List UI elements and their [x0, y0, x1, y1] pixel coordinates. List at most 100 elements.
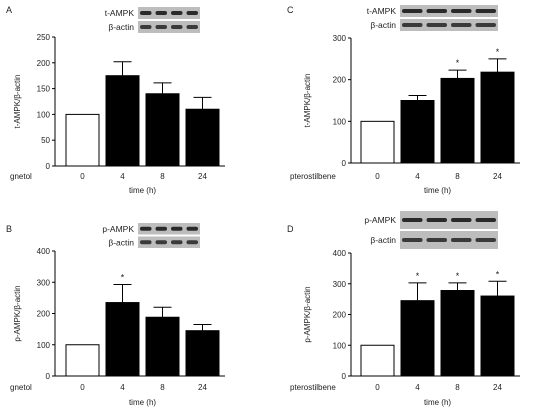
- y-axis-label: p-AMPK/β-actin: [13, 285, 22, 341]
- y-tick-label: 150: [37, 85, 51, 94]
- x-tick-label: 4: [415, 172, 420, 181]
- blot-band: [426, 23, 447, 27]
- y-tick-label: 100: [37, 341, 51, 350]
- significance-marker: *: [456, 58, 460, 68]
- y-tick-label: 0: [342, 372, 347, 381]
- bar-4: [105, 75, 140, 167]
- x-tick-label: 24: [198, 172, 207, 181]
- y-tick-label: 0: [46, 372, 51, 381]
- blot-label-loading-control: β-actin: [108, 22, 134, 32]
- y-axis-label: p-AMPK/β-actin: [303, 286, 312, 342]
- blot-band: [155, 240, 167, 245]
- y-tick-label: 300: [333, 280, 347, 289]
- blot-band: [451, 238, 472, 242]
- blot-band: [402, 23, 423, 27]
- y-tick-label: 50: [41, 136, 50, 145]
- x-axis-label: time (h): [129, 186, 156, 195]
- blot-band: [426, 218, 447, 222]
- y-tick-label: 100: [333, 117, 347, 126]
- panel-letter: D: [287, 224, 294, 234]
- blot-band: [475, 9, 496, 13]
- blot-strip-target: p-AMPK: [364, 211, 498, 229]
- bar-24: [185, 108, 220, 167]
- bar-0: [360, 344, 395, 377]
- blot-band: [155, 25, 167, 29]
- blot-band: [155, 226, 167, 231]
- y-tick-label: 400: [37, 247, 51, 256]
- bar-4: [400, 100, 435, 164]
- y-tick-label: 100: [37, 110, 51, 119]
- blot-band: [155, 11, 167, 15]
- blot-strip-target: t-AMPK: [105, 7, 200, 19]
- blot-band: [171, 11, 183, 15]
- bar-8: [440, 77, 475, 164]
- blot-label-target: p-AMPK: [102, 224, 134, 234]
- blot-band: [186, 226, 198, 231]
- blot-label-loading-control: β-actin: [370, 20, 396, 30]
- y-tick-label: 300: [37, 278, 51, 287]
- bar-8: [145, 316, 180, 377]
- x-tick-label: 8: [455, 383, 460, 392]
- blot-band: [140, 226, 152, 231]
- bar-0: [360, 120, 395, 164]
- x-tick-label: 0: [375, 383, 380, 392]
- blot-label-target: t-AMPK: [367, 6, 397, 16]
- treatment-label: gnetol: [10, 172, 32, 181]
- blot-band: [186, 240, 198, 245]
- blot-strip-loading-control: β-actin: [108, 236, 200, 248]
- panel-letter: A: [6, 5, 12, 15]
- x-axis-label: time (h): [424, 186, 451, 195]
- blot-label-loading-control: β-actin: [108, 237, 134, 247]
- blot-band: [426, 9, 447, 13]
- y-tick-label: 0: [46, 162, 51, 171]
- blot-band: [140, 25, 152, 29]
- blot-band: [451, 218, 472, 222]
- blot-band: [402, 238, 423, 242]
- blot-strip-target: p-AMPK: [102, 223, 200, 235]
- blot-band: [475, 218, 496, 222]
- y-tick-label: 200: [37, 59, 51, 68]
- x-tick-label: 0: [80, 172, 85, 181]
- x-tick-label: 8: [160, 172, 165, 181]
- blot-band: [402, 218, 423, 222]
- x-tick-label: 4: [120, 383, 125, 392]
- y-axis-label: t-AMPK/β-actin: [303, 74, 312, 128]
- y-tick-label: 200: [333, 76, 347, 85]
- x-axis-label: time (h): [129, 398, 156, 407]
- x-tick-label: 0: [375, 172, 380, 181]
- blot-label-target: t-AMPK: [105, 8, 135, 18]
- panel-letter: C: [287, 5, 294, 15]
- blot-band: [171, 226, 183, 231]
- y-tick-label: 100: [333, 341, 347, 350]
- blot-strip-loading-control: β-actin: [108, 21, 200, 33]
- y-tick-label: 200: [333, 311, 347, 320]
- blot-band: [186, 11, 198, 15]
- significance-marker: *: [121, 272, 125, 282]
- y-tick-label: 400: [333, 249, 347, 258]
- x-tick-label: 24: [493, 383, 502, 392]
- x-tick-label: 8: [455, 172, 460, 181]
- bar-8: [145, 93, 180, 167]
- blot-band: [475, 23, 496, 27]
- blot-band: [140, 240, 152, 245]
- y-tick-label: 300: [333, 34, 347, 43]
- blot-band: [475, 238, 496, 242]
- blot-band: [171, 240, 183, 245]
- blot-band: [451, 23, 472, 27]
- significance-marker: *: [416, 271, 420, 281]
- bar-8: [440, 290, 475, 377]
- panel-d: Dp-AMPK β-actin 0 100 200 300 400 0 * 4 * 8 * 24 ptero…: [287, 211, 520, 407]
- bar-24: [480, 295, 515, 377]
- treatment-label: gnetol: [10, 383, 32, 392]
- bar-4: [105, 302, 140, 377]
- bar-0: [65, 113, 100, 167]
- y-tick-label: 250: [37, 33, 51, 42]
- bar-4: [400, 300, 435, 377]
- blot-strip-loading-control: β-actin: [370, 19, 498, 31]
- x-tick-label: 24: [493, 172, 502, 181]
- y-tick-label: 200: [37, 310, 51, 319]
